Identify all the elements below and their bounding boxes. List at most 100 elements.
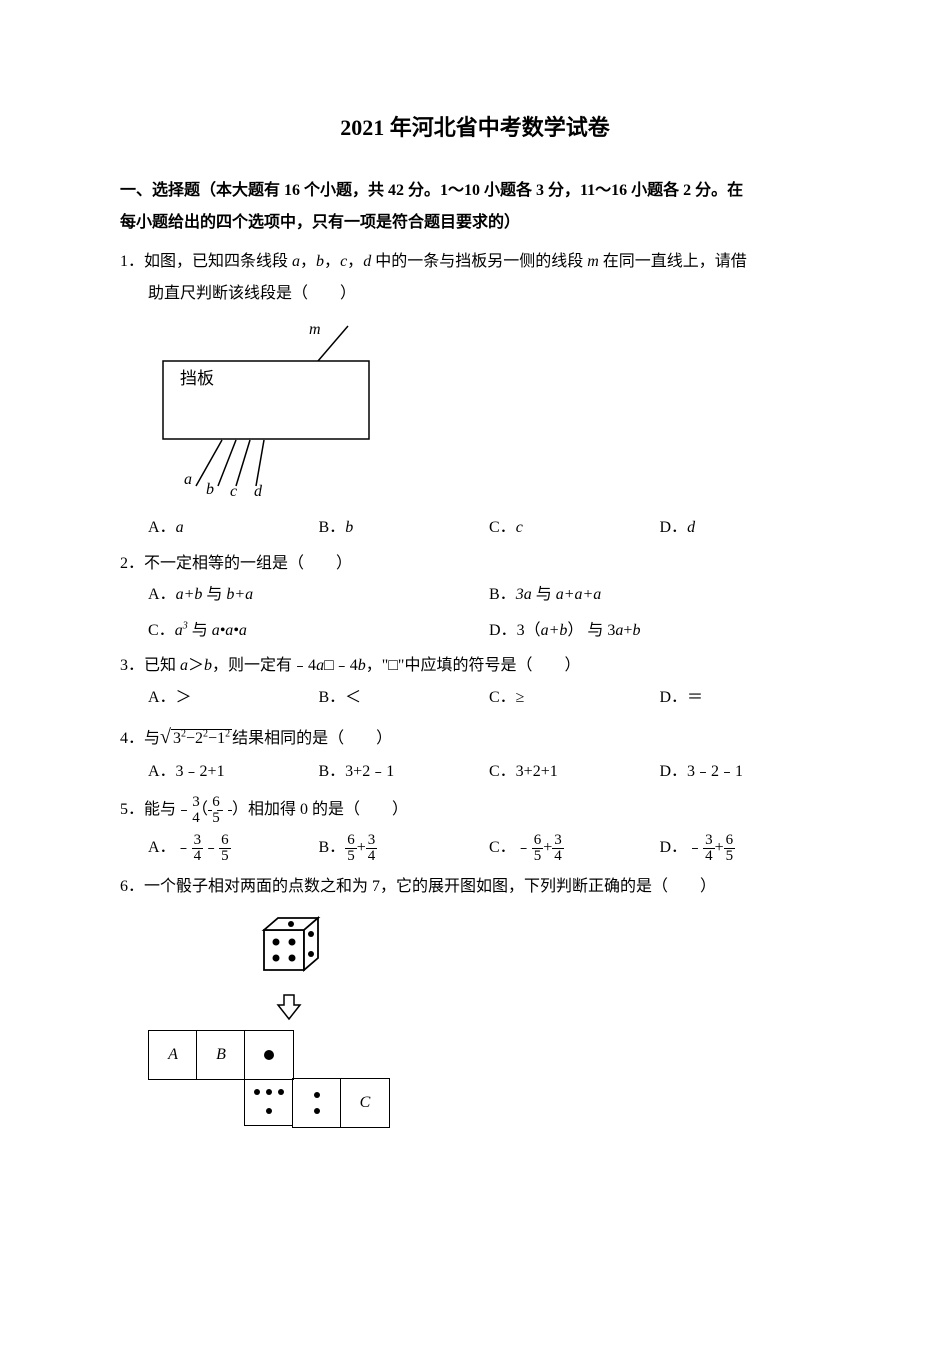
q5-opt-d: D．﹣34+65 bbox=[660, 832, 831, 864]
question-1: 1．如图，已知四条线段 a，b，c，d 中的一条与挡板另一侧的线段 m 在同一直… bbox=[120, 249, 830, 540]
q5d-f2: 65 bbox=[724, 833, 736, 864]
q5-opt-c: C．﹣65+34 bbox=[489, 832, 660, 864]
q1-line-d bbox=[256, 440, 264, 486]
q2d-e1: 3（a+b） bbox=[517, 622, 584, 639]
q5d-mid: + bbox=[715, 839, 724, 856]
cube-f-d2 bbox=[289, 938, 296, 945]
q2-opt-b: B．3a 与 a+a+a bbox=[489, 582, 830, 608]
q1-b-label: b bbox=[206, 481, 214, 496]
q5a-f2d: 5 bbox=[219, 849, 231, 864]
q3-opt-c: C．≥ bbox=[489, 685, 660, 711]
q1-line-c bbox=[236, 440, 250, 486]
q3-text: 3．已知 a＞b，则一定有﹣4a□﹣4b，"□"中应填的符号是（ ） bbox=[120, 653, 830, 679]
arrow-down-icon bbox=[274, 993, 304, 1021]
q6-text: 6．一个骰子相对两面的点数之和为 7，它的展开图如图，下列判断正确的是（ ） bbox=[120, 874, 830, 900]
q5-num: 5． bbox=[120, 801, 144, 818]
q2a-pre: A． bbox=[148, 586, 176, 603]
q1-opt-a: A．a bbox=[148, 515, 319, 541]
q5b-f1d: 5 bbox=[345, 849, 357, 864]
question-6: 6．一个骰子相对两面的点数之和为 7，它的展开图如图，下列判断正确的是（ ） bbox=[120, 874, 830, 1140]
q6-num: 6． bbox=[120, 878, 144, 895]
q2-opt-c: C．a3 与 a•a•a bbox=[148, 618, 489, 644]
q1-line2: 助直尺判断该线段是（ ） bbox=[148, 285, 356, 302]
q2c-e1: a3 bbox=[175, 622, 188, 639]
cube-f-d4 bbox=[289, 954, 296, 961]
q3-body: 已知 a＞b，则一定有﹣4a□﹣4b，"□"中应填的符号是（ ） bbox=[144, 657, 580, 674]
q1-line-m bbox=[318, 326, 348, 361]
q6-net: A B C bbox=[148, 1030, 448, 1140]
q2b-e1: 3a bbox=[516, 586, 532, 603]
q6-body: 一个骰子相对两面的点数之和为 7，它的展开图如图，下列判断正确的是（ ） bbox=[144, 878, 716, 895]
q4-options: A．3﹣2+1 B．3+2﹣1 C．3+2+1 D．3﹣2﹣1 bbox=[120, 759, 830, 785]
q5d-f1n: 3 bbox=[703, 833, 715, 849]
q5d-f2d: 5 bbox=[724, 849, 736, 864]
q1-line1: 如图，已知四条线段 a，b，c，d 中的一条与挡板另一侧的线段 m 在同一直线上… bbox=[144, 253, 747, 270]
q5c-f1n: 6 bbox=[532, 833, 544, 849]
q1-m-label: m bbox=[309, 321, 321, 338]
q2-options-row1: A．a+b 与 b+a B．3a 与 a+a+a bbox=[120, 582, 830, 608]
q2d-mid: 与 bbox=[583, 622, 607, 639]
q5a-f1: 34 bbox=[192, 833, 204, 864]
q4-pre: 与 bbox=[144, 730, 160, 747]
q4-opt-d: D．3﹣2﹣1 bbox=[660, 759, 831, 785]
q2a-e1: a+b bbox=[176, 586, 203, 603]
q1-d-label: d bbox=[254, 483, 263, 496]
q2d-e2: 3a+b bbox=[607, 622, 640, 639]
q5c-mid: + bbox=[543, 839, 552, 856]
q3-options: A．＞ B．＜ C．≥ D．＝ bbox=[120, 685, 830, 711]
q5c-f2d: 4 bbox=[552, 849, 564, 864]
q2a-e2: b+a bbox=[226, 586, 253, 603]
q6-cube-svg bbox=[254, 910, 334, 985]
q5a-f2: 65 bbox=[219, 833, 231, 864]
cube-front bbox=[264, 930, 304, 970]
q6-arrow bbox=[274, 993, 830, 1030]
q5c-f2: 34 bbox=[552, 833, 564, 864]
q5b-f2n: 3 bbox=[366, 833, 378, 849]
q2-num: 2． bbox=[120, 555, 144, 572]
q1-line-b bbox=[218, 440, 236, 486]
q1-opt-d: D．d bbox=[660, 515, 831, 541]
cube-s-d2 bbox=[308, 951, 314, 957]
q2-options-row2: C．a3 与 a•a•a D．3（a+b） 与 3a+b bbox=[120, 618, 830, 644]
net-b: B bbox=[196, 1030, 245, 1080]
q5b-f1: 65 bbox=[345, 833, 357, 864]
q2b-pre: B． bbox=[489, 586, 516, 603]
q2-body: 不一定相等的一组是（ ） bbox=[144, 555, 352, 572]
dot-icon bbox=[314, 1092, 320, 1098]
q4-text: 4．与√32−22−12结果相同的是（ ） bbox=[120, 721, 830, 753]
q5c-f2n: 3 bbox=[552, 833, 564, 849]
net-2dot bbox=[292, 1078, 341, 1128]
q5d-f2n: 6 bbox=[724, 833, 736, 849]
net-4dot bbox=[244, 1078, 292, 1126]
q5-opt-b: B．65+34 bbox=[319, 832, 490, 864]
dot-icon bbox=[314, 1108, 320, 1114]
q3-opt-d: D．＝ bbox=[660, 685, 831, 711]
q5b-mid: + bbox=[357, 839, 366, 856]
cube-s-d1 bbox=[308, 931, 314, 937]
exam-page: 2021 年河北省中考数学试卷 一、选择题（本大题有 16 个小题，共 42 分… bbox=[0, 0, 950, 1210]
dot-icon bbox=[278, 1089, 284, 1095]
q1-opt-b: B．b bbox=[319, 515, 490, 541]
dot-icon bbox=[254, 1089, 260, 1095]
q5-post: ）相加得 0 的是（ ） bbox=[232, 801, 408, 818]
net-a: A bbox=[148, 1030, 197, 1080]
q1-text: 1．如图，已知四条线段 a，b，c，d 中的一条与挡板另一侧的线段 m 在同一直… bbox=[120, 249, 830, 275]
q4-opt-a: A．3﹣2+1 bbox=[148, 759, 319, 785]
q6-cube bbox=[254, 910, 830, 994]
q5a-f1d: 4 bbox=[192, 849, 204, 864]
q4-sqrt: √32−22−12 bbox=[160, 730, 232, 747]
cube-top-dot bbox=[288, 921, 294, 927]
q3-opt-b: B．＜ bbox=[319, 685, 490, 711]
q5-opt-a: A．﹣34﹣65 bbox=[148, 832, 319, 864]
q2b-e2: a+a+a bbox=[556, 586, 602, 603]
question-2: 2．不一定相等的一组是（ ） A．a+b 与 b+a B．3a 与 a+a+a … bbox=[120, 551, 830, 644]
q4-num: 4． bbox=[120, 730, 144, 747]
question-4: 4．与√32−22−12结果相同的是（ ） A．3﹣2+1 B．3+2﹣1 C．… bbox=[120, 721, 830, 785]
q2-opt-a: A．a+b 与 b+a bbox=[148, 582, 489, 608]
q2a-mid: 与 bbox=[202, 586, 226, 603]
q1-line2-wrap: 助直尺判断该线段是（ ） bbox=[120, 281, 830, 307]
q5d-pre: D．﹣ bbox=[660, 839, 704, 856]
q5a-f1n: 3 bbox=[192, 833, 204, 849]
q1-a-label: a bbox=[184, 471, 192, 488]
q1-line-a bbox=[196, 440, 222, 486]
